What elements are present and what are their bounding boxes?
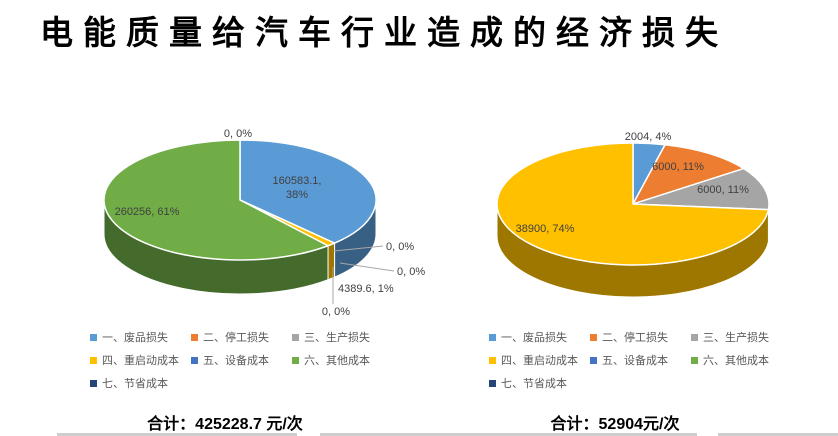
legend-label: 二、停工损失: [602, 332, 668, 344]
legend-item[interactable]: 四、重启动成本: [90, 352, 191, 368]
legend-swatch-icon: [590, 333, 597, 341]
legend-swatch-icon: [691, 333, 698, 341]
bottom-border-segment: [320, 433, 697, 436]
total-right: 合计：52904元/次: [550, 416, 680, 433]
data-label: 260256, 61%: [115, 206, 180, 218]
legend-item[interactable]: 七、节省成本: [90, 375, 191, 391]
bottom-border-segment: [57, 433, 297, 436]
legend-swatch-icon: [292, 333, 299, 341]
legend-swatch-icon: [191, 356, 198, 364]
pie-chart-left[interactable]: 0, 0%160583.1, 38%0, 0%0, 0%4389.6, 1%0, …: [30, 100, 450, 328]
legend-item[interactable]: 三、生产损失: [292, 329, 393, 345]
legend-swatch-icon: [590, 356, 597, 364]
pie-slice-六、其他成本[interactable]: [103, 139, 329, 261]
legend-label: 七、节省成本: [102, 378, 168, 390]
legend-item[interactable]: 一、废品损失: [90, 329, 191, 345]
legend-swatch-icon: [292, 356, 299, 364]
legend-left: 一、废品损失 二、停工损失 三、生产损失四、重启动成本 五、设备成本 六、其他成本七、节…: [90, 329, 393, 391]
legend-item[interactable]: 二、停工损失: [191, 329, 292, 345]
data-label: 160583.1, 38%: [273, 175, 322, 201]
legend-item[interactable]: 一、废品损失: [489, 329, 590, 345]
legend-item[interactable]: 六、其他成本: [691, 352, 792, 368]
total-left: 合计：425228.7 元/次: [147, 416, 303, 433]
data-label: 0, 0%: [322, 306, 350, 318]
data-label: 0, 0%: [397, 266, 425, 278]
data-label: 38900, 74%: [516, 223, 575, 235]
legend-swatch-icon: [90, 379, 97, 387]
data-label: 6000, 11%: [652, 161, 704, 173]
leader-line: [333, 245, 384, 252]
leader-line: [339, 262, 395, 272]
pie-chart-right[interactable]: 2004, 4% 6000, 11% 6000, 11% 38900, 74%: [450, 100, 838, 328]
legend-label: 四、重启动成本: [501, 355, 578, 367]
pie-slice-side: [327, 242, 336, 281]
legend-swatch-icon: [191, 333, 198, 341]
legend-item[interactable]: 四、重启动成本: [489, 352, 590, 368]
bottom-border-segment: [718, 433, 838, 436]
legend-swatch-icon: [90, 333, 97, 341]
legend-item[interactable]: 五、设备成本: [590, 352, 691, 368]
legend-label: 四、重启动成本: [102, 355, 179, 367]
legend-label: 二、停工损失: [203, 332, 269, 344]
legend-right: 一、废品损失 二、停工损失 三、生产损失四、重启动成本 五、设备成本 六、其他成本七、节…: [489, 329, 792, 391]
legend-item[interactable]: 六、其他成本: [292, 352, 393, 368]
legend-label: 五、设备成本: [203, 355, 269, 367]
pie-slice-一、废品损失[interactable]: [239, 139, 377, 244]
legend-item[interactable]: 三、生产损失: [691, 329, 792, 345]
legend-label: 六、其他成本: [703, 355, 769, 367]
legend-swatch-icon: [691, 356, 698, 364]
pie-slice-四、重启动成本[interactable]: [496, 142, 770, 266]
legend-label: 七、节省成本: [501, 378, 567, 390]
legend-swatch-icon: [489, 333, 496, 341]
legend-swatch-icon: [489, 379, 496, 387]
pie-slice-二、停工损失[interactable]: [632, 143, 745, 205]
legend-label: 五、设备成本: [602, 355, 668, 367]
legend-item[interactable]: 二、停工损失: [590, 329, 691, 345]
legend-label: 一、废品损失: [102, 332, 168, 344]
legend-label: 三、生产损失: [703, 332, 769, 344]
data-label: 6000, 11%: [697, 184, 749, 196]
data-label: 2004, 4%: [625, 131, 672, 143]
data-label: 4389.6, 1%: [338, 283, 394, 295]
legend-item[interactable]: 五、设备成本: [191, 352, 292, 368]
chart-title: 电能质量给汽车行业造成的经济损失: [40, 14, 728, 51]
legend-item[interactable]: 七、节省成本: [489, 375, 590, 391]
pie-slice-三、生产损失[interactable]: [632, 167, 770, 211]
legend-label: 六、其他成本: [304, 355, 370, 367]
legend-swatch-icon: [489, 356, 496, 364]
legend-label: 一、废品损失: [501, 332, 567, 344]
data-label: 0, 0%: [386, 241, 414, 253]
data-label: 0, 0%: [224, 128, 252, 140]
legend-swatch-icon: [90, 356, 97, 364]
legend-label: 三、生产损失: [304, 332, 370, 344]
